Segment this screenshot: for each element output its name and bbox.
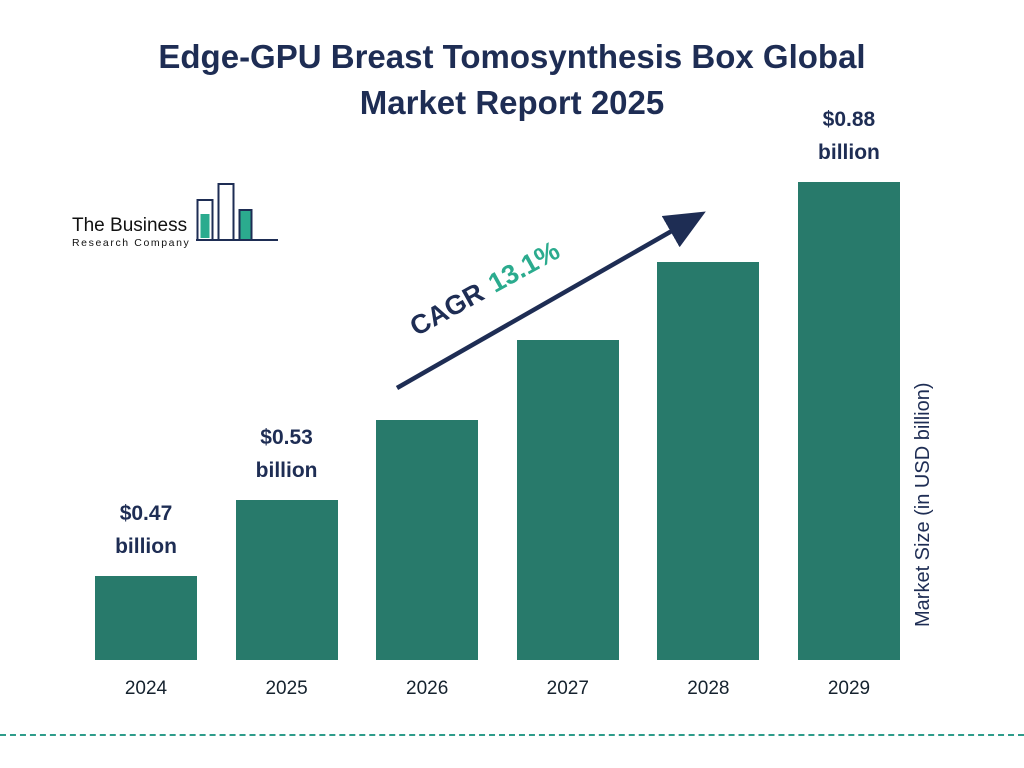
y-axis-label: Market Size (in USD billion) [912, 382, 934, 628]
bar-chart-logo-icon [196, 182, 280, 249]
x-axis-tick-2029: 2029 [827, 678, 871, 699]
bar-column-2024: $0.47 billion 2024 [95, 100, 197, 699]
bar-2029 [797, 182, 900, 660]
bar-column-2029: $0.88 billion 2029 [797, 100, 900, 699]
bar-2024 [95, 576, 197, 660]
bar-chart: $0.47 billion 2024 $0.53 billion 2025 2026 2027… [95, 100, 900, 699]
page-title: Edge-GPU Breast Tomosynthesis Box Global… [0, 34, 1024, 126]
page-title-line2: Market Report 2025 [359, 84, 665, 122]
company-subname: Research Company [72, 237, 191, 249]
company-logo: The Business Research Company [72, 182, 280, 249]
x-axis-tick-2026: 2026 [406, 678, 449, 699]
bar-value-label-2029: $0.88 billion [818, 107, 880, 165]
bottom-dashed-divider [0, 734, 1024, 736]
x-axis-tick-2025: 2025 [265, 678, 308, 699]
bar-2026 [376, 420, 479, 660]
bar-2028 [657, 262, 760, 660]
bar-column-2026: 2026 [376, 100, 479, 699]
x-axis-tick-2024: 2024 [124, 678, 168, 699]
bar-2027 [516, 340, 619, 660]
x-axis-tick-2027: 2027 [546, 678, 589, 699]
bar-column-2025: $0.53 billion 2025 [235, 100, 338, 699]
page-title-line1: Edge-GPU Breast Tomosynthesis Box Global [158, 38, 866, 75]
bar-column-2027: 2027 [516, 100, 619, 699]
x-axis-tick-2028: 2028 [687, 678, 730, 699]
company-logo-text: The Business Research Company [72, 215, 190, 249]
bar-column-2028: 2028 [657, 100, 760, 699]
bar-2025 [235, 500, 338, 660]
company-name: The Business [72, 215, 188, 236]
bar-value-label-2024: $0.47 billion [115, 501, 177, 559]
bar-value-label-2025: $0.53 billion [255, 425, 318, 483]
